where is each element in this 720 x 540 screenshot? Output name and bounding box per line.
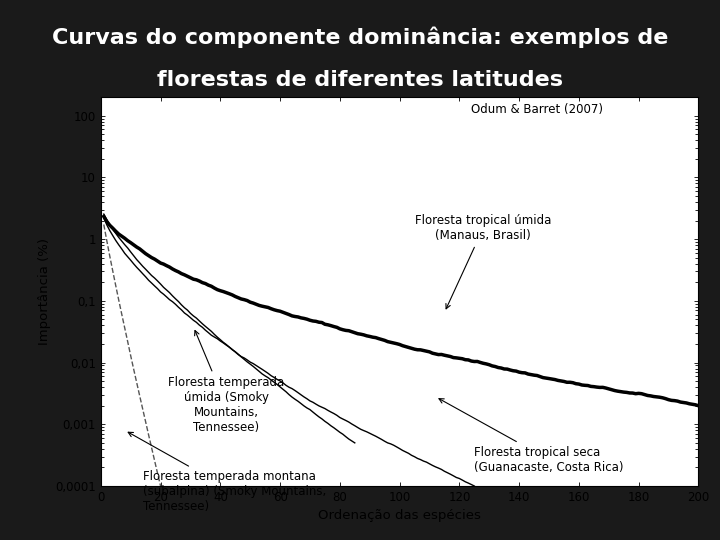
- Text: Odum & Barret (2007): Odum & Barret (2007): [472, 103, 603, 116]
- X-axis label: Ordenação das espécies: Ordenação das espécies: [318, 509, 481, 522]
- Text: Floresta tropical úmida
(Manaus, Brasil): Floresta tropical úmida (Manaus, Brasil): [415, 214, 552, 309]
- Text: Floresta temperada
úmida (Smoky
Mountains,
Tennessee): Floresta temperada úmida (Smoky Mountain…: [168, 330, 284, 434]
- Text: Curvas do componente dominância: exemplos de: Curvas do componente dominância: exemplo…: [52, 27, 668, 49]
- Text: Floresta tropical seca
(Guanacaste, Costa Rica): Floresta tropical seca (Guanacaste, Cost…: [439, 399, 624, 474]
- Text: florestas de diferentes latitudes: florestas de diferentes latitudes: [157, 70, 563, 90]
- Y-axis label: Importância (%): Importância (%): [38, 238, 51, 345]
- Text: Floresta temperada montana
(subalpina) (Smoky Mountains,
Tennessee): Floresta temperada montana (subalpina) (…: [128, 432, 326, 513]
